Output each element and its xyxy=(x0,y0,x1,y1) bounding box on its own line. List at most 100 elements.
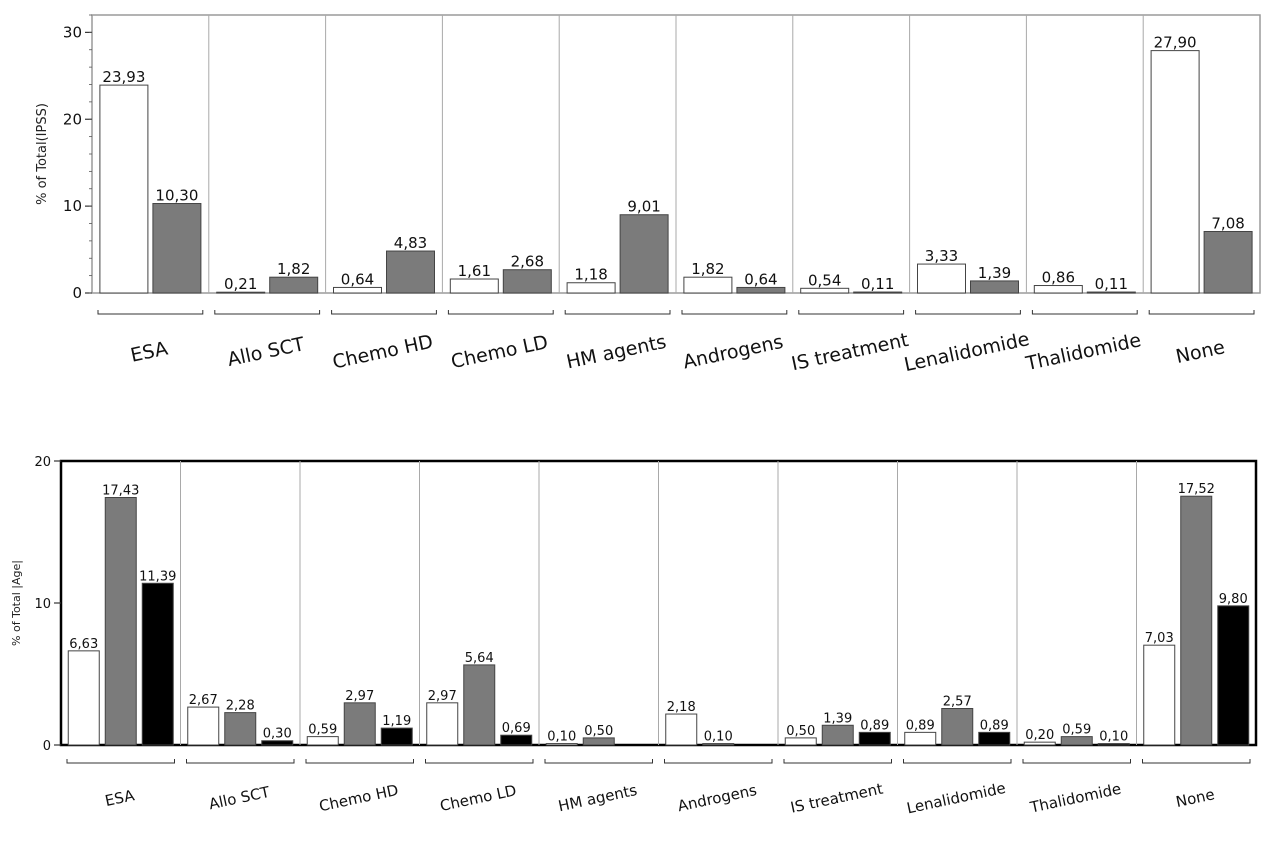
category-label-is-treatment: IS treatment xyxy=(789,329,910,375)
bar-chemo-hd-white xyxy=(306,736,339,746)
bar-lenalidomide-gray xyxy=(941,708,974,746)
bar-chemo-ld-black xyxy=(500,734,533,746)
data-label-esa-black: 11,39 xyxy=(139,569,176,584)
bar-thalidomide-white xyxy=(1023,741,1056,746)
category-label-lenalidomide: Lenalidomide xyxy=(905,779,1007,818)
data-label-chemo-ld-gray: 2,68 xyxy=(511,253,544,271)
category-bracket xyxy=(97,310,204,315)
chart-ipss: 0 10 20 30 % of Total(IPSS) 23,93 10,30 0,21 1,8… xyxy=(35,14,1261,376)
data-label-androgens-gray: 0,10 xyxy=(704,730,733,745)
bar-allo-sct-gray xyxy=(224,712,257,746)
category-label-chemo-ld: Chemo LD xyxy=(438,781,518,815)
category-bracket xyxy=(1031,310,1138,315)
data-label-lenalidomide-black: 0,89 xyxy=(980,718,1009,733)
category-bracket xyxy=(66,759,175,764)
bar-esa-gray xyxy=(104,496,137,746)
y-tick-label: 20 xyxy=(34,455,51,470)
data-label-lenalidomide-gray: 1,39 xyxy=(978,264,1011,282)
bar-androgens-white xyxy=(683,276,733,294)
data-label-chemo-hd-white: 0,59 xyxy=(308,723,337,738)
category-bracket xyxy=(798,310,905,315)
bar-thalidomide-gray xyxy=(1060,736,1093,746)
data-label-chemo-ld-gray: 5,64 xyxy=(465,651,494,666)
bar-chemo-ld-white xyxy=(426,702,459,746)
category-label-thalidomide: Thalidomide xyxy=(1028,780,1123,817)
bar-chemo-hd-black xyxy=(380,727,413,746)
data-label-chemo-ld-black: 0,69 xyxy=(502,721,531,736)
bar-is-treatment-white xyxy=(784,737,817,746)
bar-is-treatment-black xyxy=(858,731,891,746)
data-label-is-treatment-gray: 1,39 xyxy=(823,711,852,726)
bar-hm-agents-white xyxy=(566,282,616,294)
bar-lenalidomide-black xyxy=(978,731,1011,746)
data-label-lenalidomide-gray: 2,57 xyxy=(943,695,972,710)
category-label-esa: ESA xyxy=(129,337,170,366)
data-label-none-gray: 17,52 xyxy=(1178,482,1215,497)
data-label-is-treatment-white: 0,50 xyxy=(786,724,815,739)
bar-thalidomide-white xyxy=(1033,285,1083,294)
category-label-chemo-hd: Chemo HD xyxy=(317,781,400,815)
bar-hm-agents-white xyxy=(545,743,578,746)
data-label-allo-sct-white: 0,21 xyxy=(224,275,257,293)
bar-chemo-ld-gray xyxy=(502,269,552,294)
bar-esa-white xyxy=(99,84,149,294)
category-bracket xyxy=(1148,310,1255,315)
data-label-hm-agents-white: 1,18 xyxy=(574,266,607,284)
category-label-chemo-hd: Chemo HD xyxy=(331,331,435,374)
data-label-none-gray: 7,08 xyxy=(1211,214,1244,232)
bar-chemo-ld-gray xyxy=(463,664,496,746)
data-label-thalidomide-black: 0,10 xyxy=(1099,730,1128,745)
bar-chemo-hd-gray xyxy=(343,702,376,746)
bar-allo-sct-black xyxy=(261,740,294,746)
category-label-chemo-ld: Chemo LD xyxy=(449,331,550,373)
data-label-hm-agents-white: 0,10 xyxy=(547,730,576,745)
data-label-allo-sct-black: 0,30 xyxy=(263,727,292,742)
category-label-lenalidomide: Lenalidomide xyxy=(902,328,1031,376)
y-tick-label: 0 xyxy=(43,739,51,754)
bar-none-white xyxy=(1143,644,1176,746)
y-tick-label: 20 xyxy=(63,110,82,128)
bar-thalidomide-gray xyxy=(1086,291,1136,294)
data-label-thalidomide-white: 0,20 xyxy=(1025,728,1054,743)
bar-chemo-hd-gray xyxy=(386,250,435,294)
bar-none-gray xyxy=(1180,495,1213,746)
bar-androgens-gray xyxy=(702,743,735,746)
data-label-none-black: 9,80 xyxy=(1219,592,1248,607)
category-bracket xyxy=(915,310,1021,315)
category-label-esa: ESA xyxy=(103,786,136,810)
bar-is-treatment-gray xyxy=(853,291,903,294)
data-label-lenalidomide-white: 3,33 xyxy=(925,247,958,265)
bar-allo-sct-white xyxy=(187,706,220,746)
category-label-hm-agents: HM agents xyxy=(557,781,639,815)
data-label-chemo-hd-white: 0,64 xyxy=(341,270,374,288)
bar-esa-gray xyxy=(152,203,202,294)
bar-allo-sct-white xyxy=(216,291,266,294)
data-label-is-treatment-black: 0,89 xyxy=(860,718,889,733)
bar-esa-white xyxy=(67,650,100,746)
y-tick-label: 10 xyxy=(34,597,51,612)
category-label-androgens: Androgens xyxy=(681,331,785,374)
bar-lenalidomide-gray xyxy=(970,280,1019,294)
bar-allo-sct-gray xyxy=(269,276,319,294)
category-bracket xyxy=(1022,759,1131,764)
y-tick-label: 0 xyxy=(72,284,82,302)
data-label-thalidomide-gray: 0,11 xyxy=(1095,275,1128,293)
bar-chemo-hd-white xyxy=(333,286,382,294)
category-label-is-treatment: IS treatment xyxy=(789,780,885,817)
data-label-none-white: 27,90 xyxy=(1154,34,1197,52)
data-label-chemo-ld-white: 2,97 xyxy=(428,689,457,704)
category-label-androgens: Androgens xyxy=(676,781,759,815)
y-axis-label: % of Total(IPSS) xyxy=(35,103,50,205)
bar-lenalidomide-white xyxy=(917,263,966,294)
category-bracket xyxy=(544,759,653,764)
data-label-allo-sct-gray: 1,82 xyxy=(277,260,310,278)
category-label-thalidomide: Thalidomide xyxy=(1023,329,1143,375)
data-label-esa-white: 6,63 xyxy=(69,637,98,652)
data-label-chemo-hd-black: 1,19 xyxy=(382,714,411,729)
y-tick-label: 30 xyxy=(63,23,82,41)
data-label-none-white: 7,03 xyxy=(1145,631,1174,646)
category-bracket xyxy=(447,310,554,315)
bar-thalidomide-black xyxy=(1097,743,1130,746)
